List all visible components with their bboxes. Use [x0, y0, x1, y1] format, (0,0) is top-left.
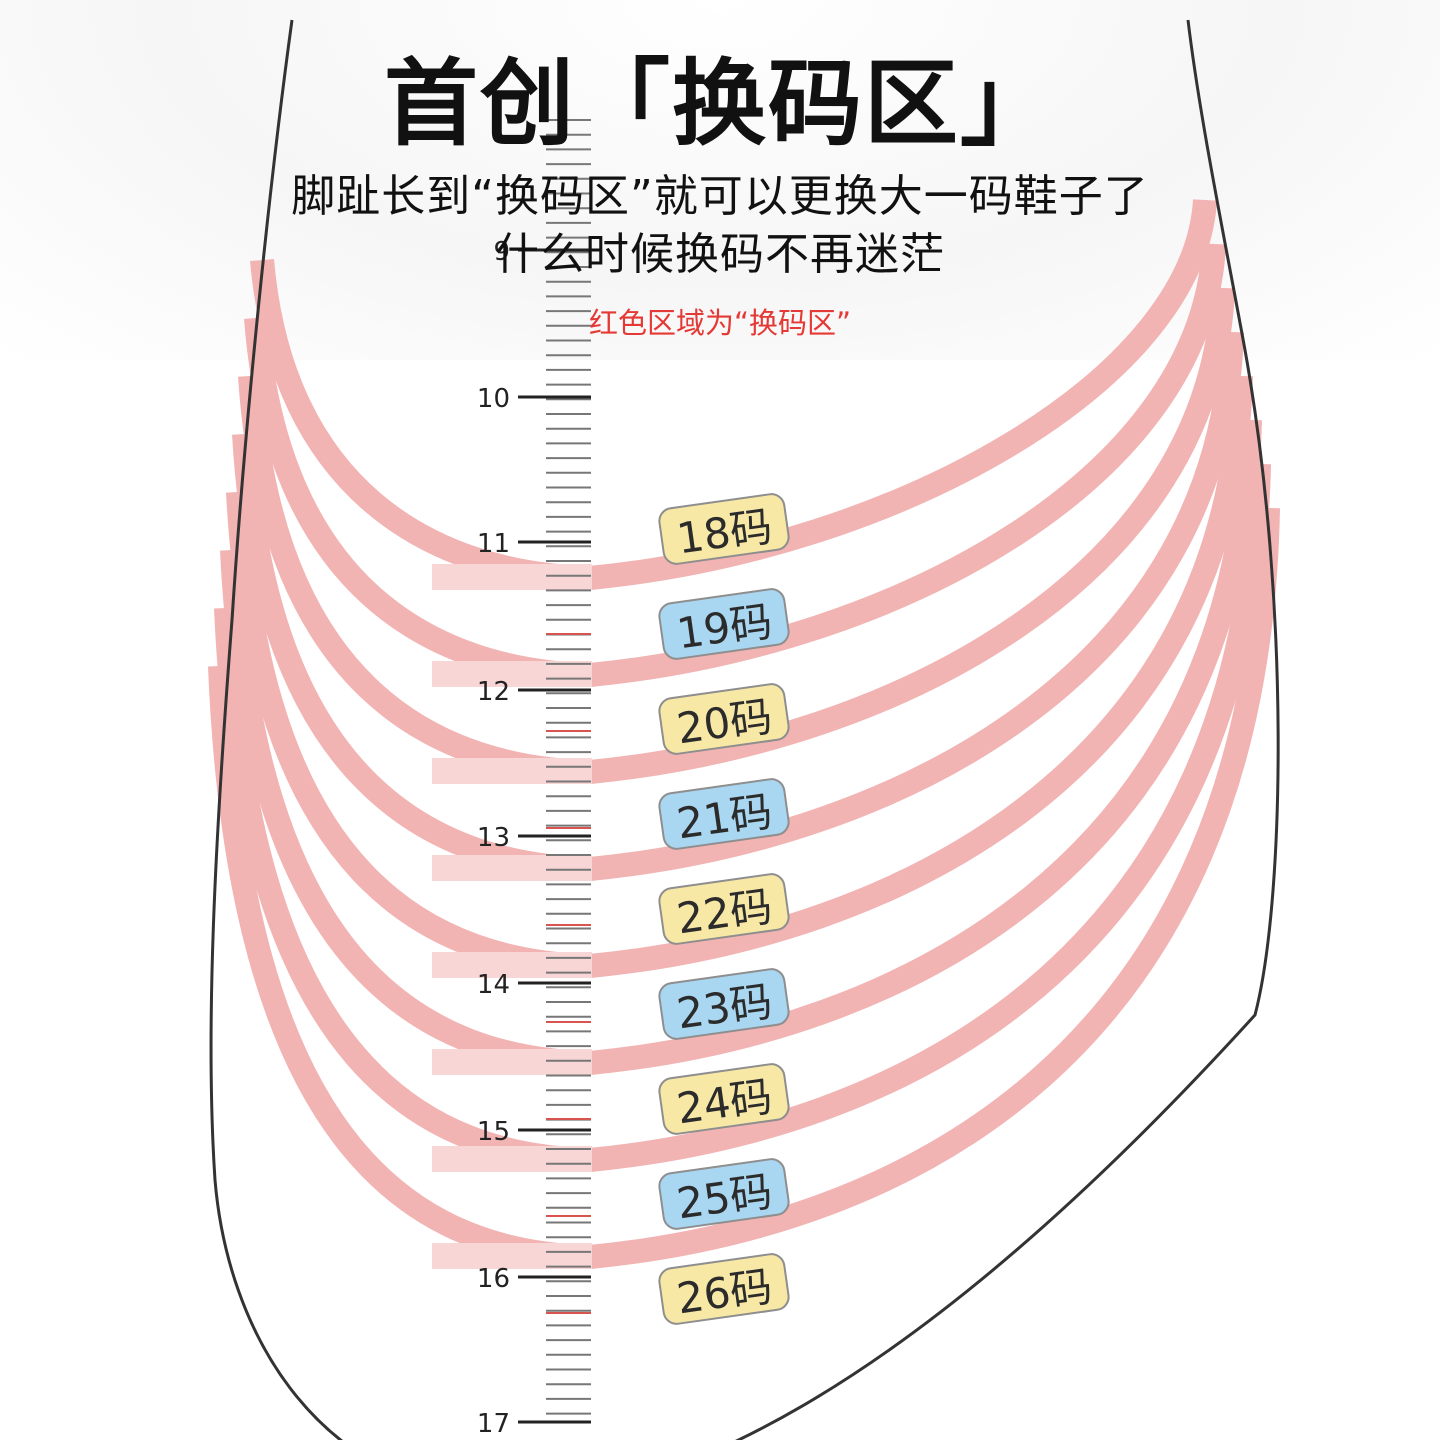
- size-zone-highlight: [432, 952, 592, 978]
- size-zone-band: [226, 375, 1253, 979]
- subtitle-line-2: 什么时候换码不再迷茫: [495, 229, 945, 280]
- size-zone-band: [250, 199, 1217, 591]
- page-title: 首创「换码区」: [383, 50, 1056, 159]
- ruler-label: 11: [477, 529, 510, 559]
- size-zone-highlight: [432, 1243, 592, 1269]
- size-zone-highlight: [432, 855, 592, 881]
- size-zone-band: [244, 243, 1226, 688]
- ruler-label: 10: [477, 384, 510, 414]
- subtitle-line-1: 脚趾长到“换码区”就可以更换大一码鞋子了: [291, 171, 1149, 222]
- size-zone-highlight: [432, 1049, 592, 1075]
- size-zone-band: [208, 507, 1280, 1270]
- insole-outline: [209, 19, 1280, 1440]
- size-zone-band: [232, 331, 1244, 882]
- ruler-label: 17: [477, 1409, 510, 1439]
- ruler: 9 10 11 12 13 14 15 16 17: [477, 119, 591, 1439]
- size-zone-band: [238, 287, 1235, 785]
- ruler-label: 13: [477, 823, 510, 853]
- ruler-label: 12: [477, 677, 510, 707]
- ruler-label: 15: [477, 1117, 510, 1147]
- size-zone-highlight: [432, 564, 592, 590]
- ruler-label: 16: [477, 1264, 510, 1294]
- size-zone-bands: [208, 199, 1280, 1270]
- zone-note: 红色区域为“换码区”: [588, 306, 852, 340]
- size-zone-band: [214, 463, 1271, 1173]
- ruler-label: 9: [493, 237, 510, 267]
- size-zone-highlight: [432, 661, 592, 687]
- size-zone-highlight: [432, 1146, 592, 1172]
- size-zone-band: [220, 419, 1262, 1076]
- size-zone-highlight: [432, 758, 592, 784]
- ruler-label: 14: [477, 970, 510, 1000]
